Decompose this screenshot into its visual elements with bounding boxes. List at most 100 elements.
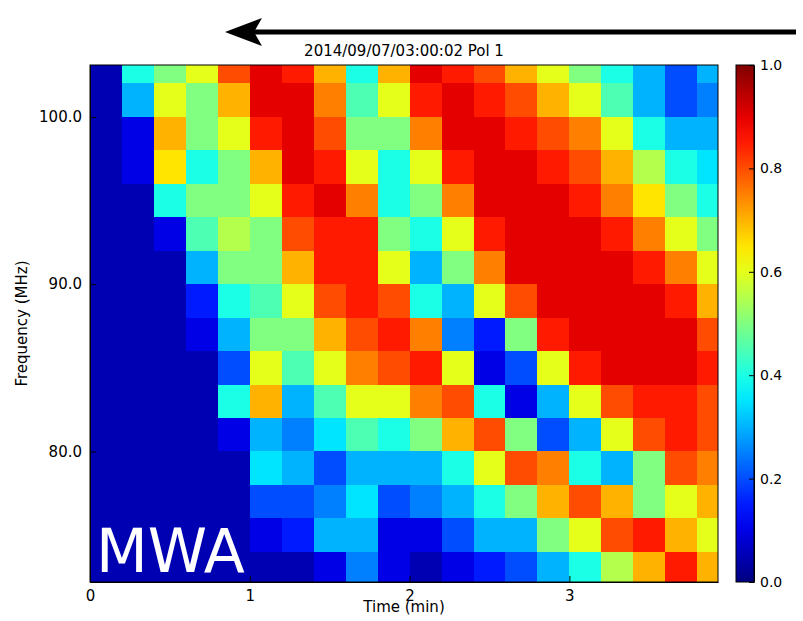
heatmap-cell: [186, 418, 218, 452]
heatmap-cell: [314, 385, 346, 419]
heatmap-cell: [314, 451, 346, 485]
heatmap-cell: [122, 418, 154, 452]
annotation: MWA: [96, 516, 245, 586]
y-tick-label: 100.0: [39, 108, 82, 126]
heatmap-cell: [474, 117, 506, 151]
heatmap-cell: [378, 318, 410, 352]
heatmap-cell: [122, 385, 154, 419]
heatmap-cell: [697, 217, 718, 251]
heatmap-cell: [474, 217, 506, 251]
heatmap-cell: [122, 485, 154, 519]
heatmap-cell: [410, 184, 442, 218]
heatmap-cell: [378, 518, 410, 552]
heatmap-cell: [250, 385, 282, 419]
heatmap-cell: [697, 318, 718, 352]
heatmap-cell: [569, 485, 601, 519]
heatmap-cell: [474, 184, 506, 218]
heatmap-cell: [378, 351, 410, 385]
heatmap-cell: [218, 485, 250, 519]
heatmap-cell: [665, 485, 697, 519]
heatmap-cell: [218, 418, 250, 452]
heatmap-cell: [474, 251, 506, 285]
heatmap-cell: [218, 318, 250, 352]
x-tick-mark: [250, 576, 251, 582]
heatmap-cell: [154, 217, 186, 251]
heatmap-cell: [314, 217, 346, 251]
heatmap-cell: [633, 351, 665, 385]
heatmap-cell: [633, 485, 665, 519]
colorbar: [736, 65, 754, 582]
heatmap-cell: [697, 184, 718, 218]
heatmap-cell: [410, 385, 442, 419]
heatmap-cell: [505, 351, 537, 385]
heatmap-cell: [410, 485, 442, 519]
heatmap-cell: [442, 418, 474, 452]
heatmap-cell: [154, 385, 186, 419]
heatmap-cell: [218, 451, 250, 485]
heatmap-cell: [410, 251, 442, 285]
heatmap-cell: [378, 65, 410, 84]
colorbar-axis-line: [754, 66, 755, 583]
heatmap-cell: [186, 251, 218, 285]
heatmap-cell: [346, 65, 378, 84]
heatmap-cell: [314, 485, 346, 519]
heatmap-cell: [250, 83, 282, 117]
colorbar-tick: 1.0: [749, 57, 782, 73]
heatmap-cell: [442, 83, 474, 117]
heatmap-cell: [537, 518, 569, 552]
heatmap-cell: [633, 150, 665, 184]
heatmap-cell: [665, 284, 697, 318]
heatmap-cell: [665, 351, 697, 385]
heatmap-cell: [282, 418, 314, 452]
heatmap-cell: [474, 318, 506, 352]
y-tick-mark: [90, 117, 96, 118]
heatmap-cell: [442, 184, 474, 218]
heatmap-cell: [442, 552, 474, 582]
heatmap-cell: [665, 418, 697, 452]
heatmap-cell: [569, 251, 601, 285]
heatmap-cell: [569, 65, 601, 84]
heatmap-cell: [505, 150, 537, 184]
colorbar-tick-label: 0.4: [760, 367, 782, 383]
heatmap-cell: [505, 83, 537, 117]
heatmap-cell: [122, 284, 154, 318]
heatmap-cell: [697, 65, 718, 84]
heatmap-cell: [378, 117, 410, 151]
x-tick-label: 3: [565, 587, 575, 605]
heatmap-cell: [122, 184, 154, 218]
heatmap-cell: [378, 385, 410, 419]
heatmap-cell: [665, 217, 697, 251]
heatmap-cell: [569, 83, 601, 117]
heatmap-cell: [410, 65, 442, 84]
heatmap-cell: [154, 485, 186, 519]
heatmap-cell: [250, 217, 282, 251]
heatmap-cell: [186, 351, 218, 385]
heatmap-cell: [154, 351, 186, 385]
heatmap-cell: [378, 451, 410, 485]
heatmap-cell: [665, 552, 697, 582]
heatmap-cell: [697, 518, 718, 552]
heatmap-cell: [601, 351, 633, 385]
heatmap-cell: [186, 83, 218, 117]
x-tick-label: 1: [246, 587, 256, 605]
y-tick-mark: [90, 451, 96, 452]
heatmap-cell: [90, 318, 122, 352]
heatmap-cell: [442, 150, 474, 184]
heatmap-cell: [282, 385, 314, 419]
heatmap-cell: [314, 284, 346, 318]
heatmap-cell: [154, 83, 186, 117]
heatmap-cell: [314, 318, 346, 352]
heatmap-cell: [250, 451, 282, 485]
heatmap-cell: [410, 150, 442, 184]
heatmap-cell: [474, 552, 506, 582]
chart-title: 2014/09/07/03:00:02 Pol 1: [304, 42, 504, 60]
heatmap-cell: [346, 418, 378, 452]
heatmap-cell: [186, 451, 218, 485]
heatmap-cell: [601, 65, 633, 84]
heatmap-cell: [378, 150, 410, 184]
heatmap-cell: [537, 385, 569, 419]
heatmap-cell: [378, 83, 410, 117]
heatmap-cell: [569, 318, 601, 352]
heatmap-cell: [665, 451, 697, 485]
heatmap-cell: [90, 385, 122, 419]
